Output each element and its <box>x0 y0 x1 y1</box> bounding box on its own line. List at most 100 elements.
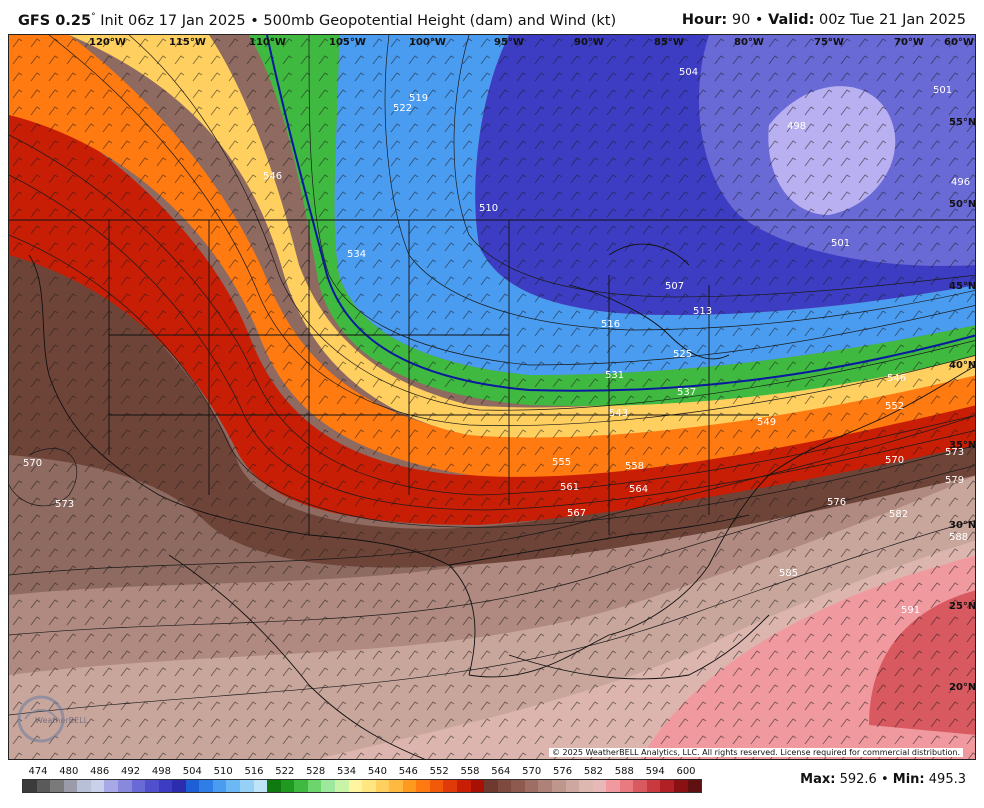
lat-label-50n: 50°N <box>949 199 976 210</box>
lon-label-110w: 110°W <box>249 37 286 48</box>
legend-tick-label: 516 <box>244 766 264 777</box>
contour-label-570b: 570 <box>885 455 904 466</box>
legend-swatch <box>50 780 64 792</box>
legend-tick-label: 498 <box>151 766 171 777</box>
legend-swatch <box>606 780 620 792</box>
legend-swatch <box>538 780 552 792</box>
valid-time-block: Hour: 90 • Valid: 00z Tue 21 Jan 2025 <box>682 12 966 28</box>
contour-value-labels: 504 501 498 496 501 507 513 516 525 531 … <box>23 67 970 616</box>
legend-swatch <box>375 780 390 792</box>
map-canvas: 120°W 115°W 110°W 105°W 100°W 95°W 90°W … <box>9 35 976 759</box>
contour-label-573a: 573 <box>55 499 74 510</box>
legend-swatch <box>280 780 295 792</box>
legend-swatch <box>36 780 51 792</box>
contour-label-591: 591 <box>901 605 920 616</box>
legend-swatch <box>185 780 200 792</box>
latitude-labels: 55°N 50°N 45°N 40°N 35°N 30°N 25°N 20°N <box>949 117 976 693</box>
legend-swatch <box>348 780 363 792</box>
contour-label-573b: 573 <box>945 447 964 458</box>
contour-label-501b: 501 <box>831 238 850 249</box>
lon-label-85w: 85°W <box>654 37 684 48</box>
contour-label-579: 579 <box>945 475 964 486</box>
contour-label-555: 555 <box>552 457 571 468</box>
legend-tick-label: 492 <box>121 766 141 777</box>
lat-label-55n: 55°N <box>949 117 976 128</box>
legend-tick-label: 480 <box>59 766 79 777</box>
contour-label-525: 525 <box>673 349 692 360</box>
legend-tick-label: 564 <box>491 766 511 777</box>
contour-label-576: 576 <box>827 497 846 508</box>
legend-tick-label: 582 <box>583 766 603 777</box>
legend-swatch <box>646 780 661 792</box>
contour-label-534: 534 <box>347 249 366 260</box>
valid-label: Valid: <box>768 12 815 28</box>
legend-swatch <box>633 780 647 792</box>
contour-label-564: 564 <box>629 484 648 495</box>
legend-swatch <box>484 780 498 792</box>
legend-tick-label: 510 <box>213 766 233 777</box>
hour-value: 90 <box>731 12 751 28</box>
lon-label-100w: 100°W <box>409 37 446 48</box>
legend-tick-label: 600 <box>676 766 696 777</box>
legend-tick-label: 558 <box>460 766 480 777</box>
contour-label-558: 558 <box>625 461 644 472</box>
legend-swatch <box>226 780 240 792</box>
contour-label-582: 582 <box>889 509 908 520</box>
lon-label-90w: 90°W <box>574 37 604 48</box>
contour-label-510: 510 <box>479 203 498 214</box>
contour-label-543: 543 <box>609 408 628 419</box>
contour-label-561: 561 <box>560 482 579 493</box>
legend-swatch <box>212 780 227 792</box>
legend-tick-labels: 474 480 486 492 498 504 510 516 522 528 534 540 546 5… <box>22 766 702 778</box>
degree-symbol: ° <box>91 12 96 22</box>
bullet-1: • <box>250 12 259 29</box>
lat-label-40n: 40°N <box>949 360 976 371</box>
legend-tick-label: 576 <box>553 766 573 777</box>
init-time: Init 06z 17 Jan 2025 <box>100 12 246 29</box>
legend-swatch <box>579 780 593 792</box>
legend-swatch <box>565 780 580 792</box>
lat-label-20n: 20°N <box>949 682 976 693</box>
contour-label-519: 519 <box>409 93 428 104</box>
weatherbell-logo: WeatherBELL <box>15 693 105 745</box>
wind-barbs <box>9 35 975 759</box>
field-name: 500mb Geopotential Height (dam) and Wind… <box>263 12 617 29</box>
legend-swatch <box>470 780 485 792</box>
legend-tick-label: 522 <box>275 766 295 777</box>
chart-title: GFS 0.25° Init 06z 17 Jan 2025 • 500mb G… <box>18 12 616 29</box>
legend-swatch <box>240 780 254 792</box>
legend-swatch <box>497 780 512 792</box>
legend-swatch <box>402 780 417 792</box>
contour-label-549: 549 <box>757 417 776 428</box>
max-label: Max: <box>800 772 836 787</box>
legend-swatch <box>619 780 634 792</box>
legend-swatch <box>307 780 322 792</box>
legend-swatch <box>131 780 146 792</box>
contour-540 <box>266 35 975 392</box>
legend-swatch <box>524 780 539 792</box>
legend-swatch <box>23 780 37 792</box>
legend-swatch <box>429 780 444 792</box>
contour-label-516: 516 <box>601 319 620 330</box>
legend-swatch <box>362 780 376 792</box>
legend-swatch <box>674 780 688 792</box>
lon-label-70w: 70°W <box>894 37 924 48</box>
legend-tick-label: 540 <box>367 766 387 777</box>
legend-swatch <box>117 780 132 792</box>
lat-label-30n: 30°N <box>949 520 976 531</box>
max-min-readout: Max: 592.6 • Min: 495.3 <box>800 772 966 787</box>
color-legend: 474 480 486 492 498 504 510 516 522 528 534 540 546 5… <box>22 764 702 804</box>
contour-label-496: 496 <box>951 177 970 188</box>
legend-swatch <box>199 780 213 792</box>
max-value: 592.6 <box>839 772 877 787</box>
legend-swatch <box>660 780 674 792</box>
legend-color-bar <box>22 779 702 793</box>
legend-tick-label: 552 <box>429 766 449 777</box>
legend-swatch <box>334 780 349 792</box>
legend-swatch <box>145 780 159 792</box>
lat-label-25n: 25°N <box>949 601 976 612</box>
legend-swatch <box>416 780 430 792</box>
bullet-3: • <box>880 772 889 787</box>
legend-tick-label: 474 <box>28 766 48 777</box>
contour-label-507: 507 <box>665 281 684 292</box>
